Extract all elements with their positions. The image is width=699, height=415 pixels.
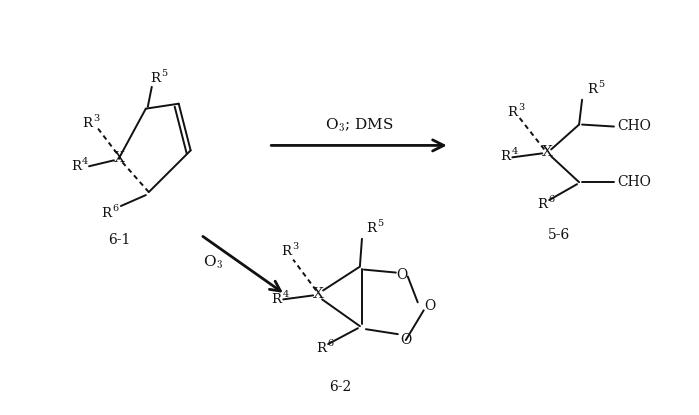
Text: R: R [271,293,281,306]
Text: 5-6: 5-6 [548,228,570,242]
Text: R: R [82,117,92,130]
Text: 3: 3 [519,103,524,112]
Text: X: X [113,151,124,165]
Text: R: R [366,222,376,235]
Text: R: R [101,208,111,220]
Text: X: X [312,288,324,301]
Text: R: R [538,198,547,210]
Text: X: X [542,145,553,159]
Text: 4: 4 [82,157,88,166]
Text: 3: 3 [292,242,298,251]
Text: CHO: CHO [617,119,651,132]
Text: 6: 6 [327,339,333,348]
Text: O: O [400,333,412,347]
Text: 4: 4 [512,147,517,156]
Text: O$_3$: O$_3$ [203,254,222,271]
Text: CHO: CHO [617,175,651,189]
Text: O$_3$; DMS: O$_3$; DMS [324,117,394,134]
Text: 6: 6 [548,195,554,203]
Text: 3: 3 [93,114,99,123]
Text: R: R [507,106,517,119]
Text: 6-1: 6-1 [108,233,130,247]
Text: 5: 5 [161,69,167,78]
Text: R: R [150,72,160,85]
Text: R: R [71,160,81,173]
Text: 5: 5 [377,220,383,228]
Text: R: R [500,150,510,163]
Text: O: O [424,299,435,313]
Text: 6-2: 6-2 [329,380,351,394]
Text: 5: 5 [598,81,604,89]
Text: R: R [316,342,326,354]
Text: O: O [396,268,408,281]
Text: R: R [281,245,291,258]
Text: 4: 4 [282,290,289,299]
Text: R: R [587,83,597,96]
Text: 6: 6 [112,205,118,213]
